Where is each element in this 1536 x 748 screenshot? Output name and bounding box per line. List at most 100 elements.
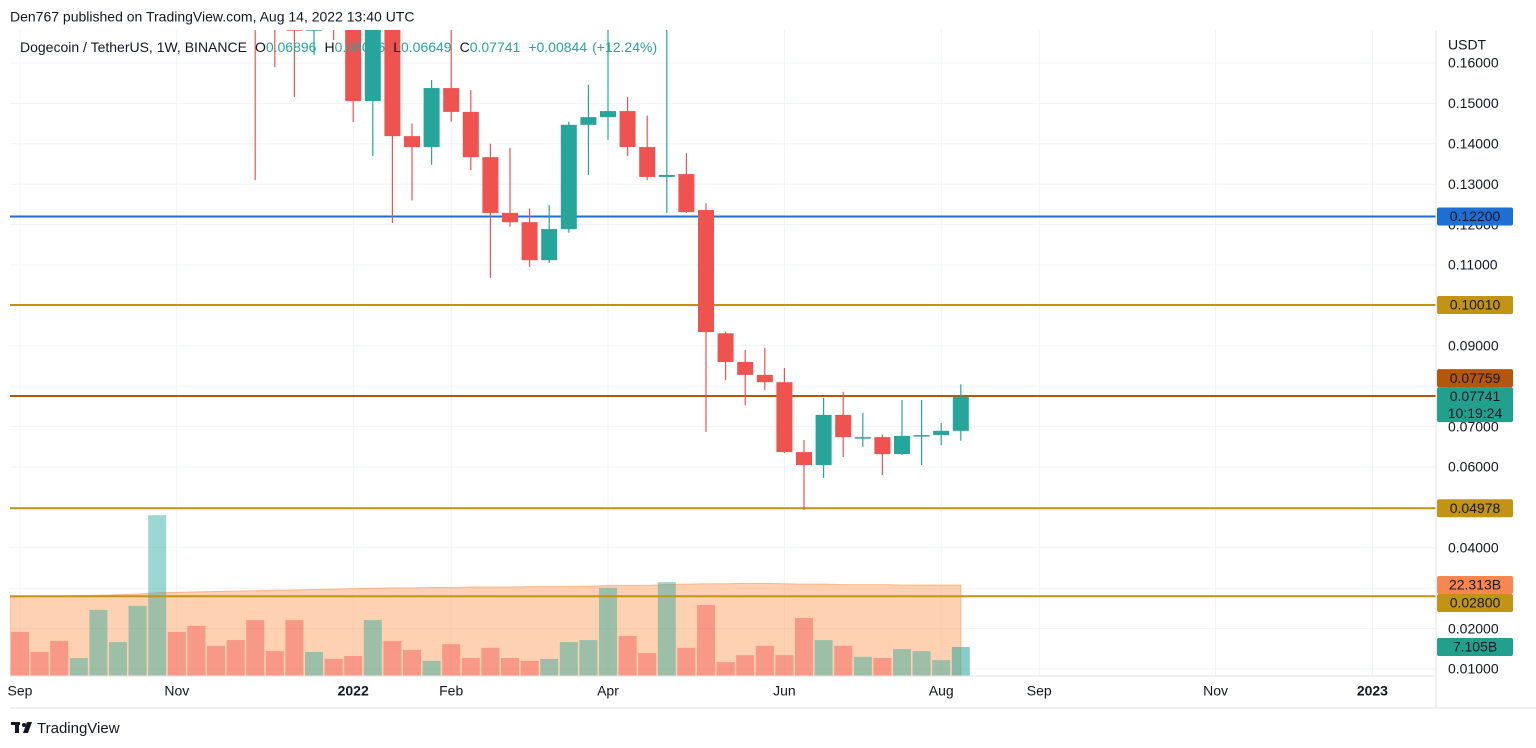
volume-bar bbox=[344, 656, 363, 676]
volume-bar bbox=[246, 620, 265, 676]
candle-body bbox=[502, 212, 518, 223]
candle-body bbox=[541, 229, 558, 261]
volume-bar bbox=[305, 651, 323, 676]
candle-body bbox=[913, 435, 930, 437]
level-label-text: 0.12200 bbox=[1450, 208, 1501, 224]
legend-prefix: L bbox=[393, 39, 401, 55]
candle-body bbox=[737, 361, 754, 375]
plot bbox=[10, 30, 1436, 676]
volume-bar bbox=[853, 656, 872, 676]
last-price-label-text: 10:19:24 bbox=[1448, 405, 1503, 421]
candle-body bbox=[933, 430, 950, 436]
candle-body bbox=[815, 414, 832, 465]
y-tick-label: 0.09000 bbox=[1448, 338, 1499, 354]
candle-body bbox=[894, 435, 910, 455]
candle-body bbox=[462, 111, 479, 158]
volume-bar bbox=[951, 647, 970, 676]
logo-part bbox=[15, 722, 19, 733]
candle-body bbox=[580, 117, 597, 125]
level-label-box bbox=[1437, 296, 1513, 315]
volume-bar bbox=[285, 620, 304, 676]
volume-bar bbox=[207, 645, 225, 676]
level-label: 0.07759 bbox=[1437, 369, 1513, 388]
y-tick-label: 0.01000 bbox=[1448, 661, 1499, 677]
volume-bar bbox=[814, 640, 833, 676]
level-label-text: 0.04978 bbox=[1450, 500, 1501, 516]
y-tick-label: 0.02000 bbox=[1448, 620, 1499, 636]
volume-ma-label-box bbox=[1437, 575, 1513, 594]
legend-header: Dogecoin / TetherUS, 1W, BINANCE O0.06896… bbox=[20, 39, 657, 55]
legend-prefix: O bbox=[255, 39, 266, 55]
volume-label-box bbox=[1437, 638, 1513, 657]
candle-body bbox=[600, 111, 616, 118]
volume-bar bbox=[520, 660, 539, 676]
candle-body bbox=[835, 414, 852, 438]
candle-body bbox=[423, 88, 440, 148]
brand-logo bbox=[11, 722, 32, 733]
volume-bar bbox=[383, 640, 402, 676]
candle-body bbox=[678, 174, 695, 213]
volume-label-text: 7.105B bbox=[1453, 639, 1497, 655]
volume-bar bbox=[187, 625, 206, 676]
y-tick-label: 0.07000 bbox=[1448, 418, 1499, 434]
x-tick-label: 2022 bbox=[338, 683, 369, 699]
candle-body bbox=[404, 136, 420, 148]
level-label-text: 0.02800 bbox=[1450, 595, 1501, 611]
volume-bar bbox=[599, 587, 617, 676]
volume-bar bbox=[109, 642, 127, 676]
legend-change-pct: (+12.24%) bbox=[592, 39, 657, 55]
volume-bar bbox=[893, 649, 911, 676]
volume-bar bbox=[30, 651, 49, 676]
level-label: 0.02800 bbox=[1437, 593, 1513, 612]
candle-body bbox=[443, 88, 460, 112]
legend-value: 0.07741 bbox=[470, 39, 521, 55]
volume-bar bbox=[167, 631, 186, 676]
level-label: 0.12200 bbox=[1437, 207, 1513, 226]
x-tick-label: Nov bbox=[164, 683, 189, 699]
candle-body bbox=[345, 30, 362, 101]
volume-ma-label: 22.313B bbox=[1437, 575, 1513, 594]
level-label-text: 0.10010 bbox=[1450, 297, 1501, 313]
volume-bar bbox=[89, 609, 108, 676]
y-tick-label: 0.14000 bbox=[1448, 136, 1499, 152]
y-tick-label: 0.04000 bbox=[1448, 540, 1499, 556]
volume-bar bbox=[540, 658, 559, 676]
last-price-label-text: 0.07741 bbox=[1450, 388, 1501, 404]
level-label-box bbox=[1437, 369, 1513, 388]
volume-bar bbox=[422, 660, 441, 676]
volume-bar bbox=[736, 655, 755, 676]
brand: TradingView bbox=[37, 720, 120, 737]
legend-value: 0.06896 bbox=[266, 39, 317, 55]
volume-bar bbox=[559, 642, 578, 676]
legend-change: +0.00844 bbox=[528, 39, 587, 55]
volume-bar bbox=[834, 645, 853, 676]
legend-prefix: C bbox=[460, 39, 470, 55]
legend-prefix: H bbox=[324, 39, 334, 55]
volume-bar bbox=[873, 658, 892, 676]
candle-body bbox=[306, 30, 322, 31]
volume-bar bbox=[69, 658, 88, 676]
level-label: 0.10010 bbox=[1437, 296, 1513, 315]
volume-bar bbox=[265, 651, 284, 676]
volume-bar bbox=[324, 658, 343, 676]
volume-bar bbox=[638, 653, 657, 676]
volume-bar bbox=[226, 640, 245, 676]
volume-bar bbox=[618, 636, 637, 676]
volume-bar bbox=[442, 644, 461, 676]
x-tick-label: Aug bbox=[929, 683, 954, 699]
candle-body bbox=[854, 437, 871, 439]
candle-body bbox=[776, 382, 793, 453]
publisher: Den767 published on TradingView.com, Aug… bbox=[10, 9, 414, 25]
level-label-text: 0.07759 bbox=[1450, 370, 1501, 386]
candle-body bbox=[796, 452, 812, 465]
volume-label: 7.105B bbox=[1437, 638, 1513, 657]
x-tick-label: Nov bbox=[1203, 683, 1228, 699]
y-tick-label: 0.15000 bbox=[1448, 95, 1499, 111]
volume-bar bbox=[755, 645, 774, 676]
x-tick-label: Sep bbox=[8, 683, 33, 699]
logo-part bbox=[22, 723, 26, 727]
